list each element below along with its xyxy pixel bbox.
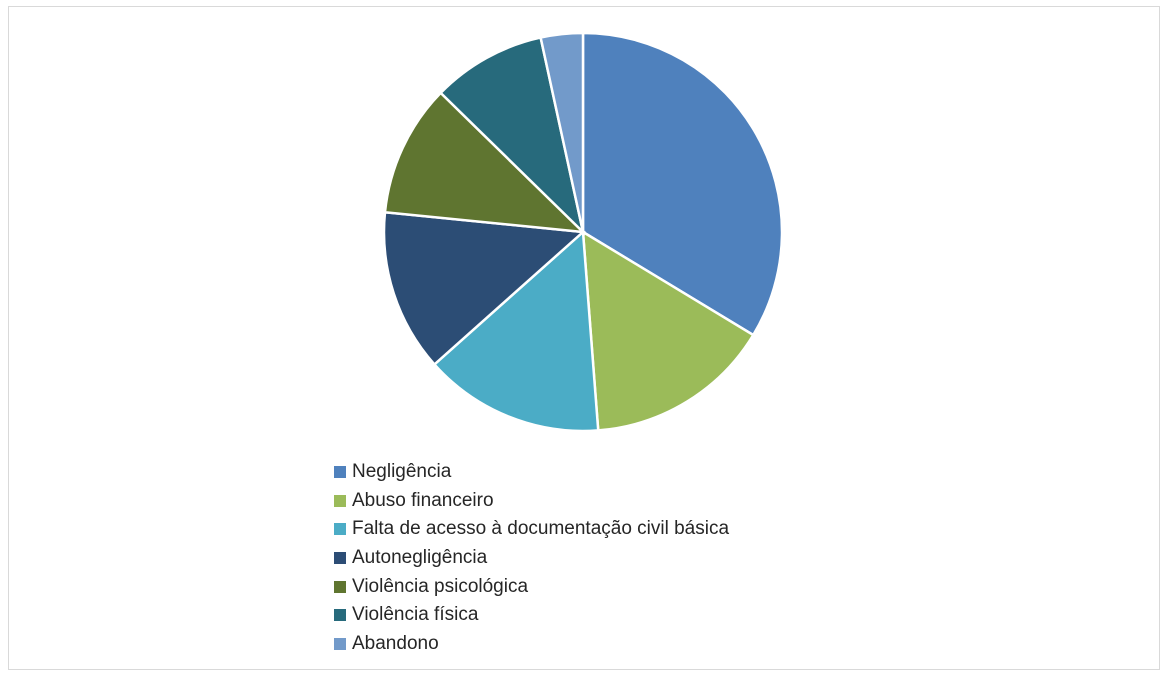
legend-item: Autonegligência — [334, 544, 729, 573]
legend-label: Abuso financeiro — [352, 489, 494, 511]
pie-slice-6 — [438, 36, 586, 236]
legend-swatch — [334, 609, 346, 622]
legend-label: Autonegligência — [352, 547, 488, 569]
legend-label: Violência psicológica — [352, 575, 529, 597]
pie-slice-7 — [539, 31, 585, 233]
pie-slice-5 — [383, 91, 587, 234]
pie-slice-1 — [581, 31, 784, 337]
legend-item: Abandono — [334, 630, 729, 659]
legend-label: Falta de acesso à documentação civil bás… — [352, 518, 730, 540]
legend-swatch — [334, 466, 346, 479]
legend-item: Violência psicológica — [334, 572, 729, 601]
legend-label: Violência física — [352, 604, 479, 626]
legend-item: Violência física — [334, 601, 729, 630]
legend-swatch — [334, 494, 346, 507]
chart-legend: Negligência Abuso financeiro Falta de aces… — [334, 458, 729, 658]
legend-item: Negligência — [334, 458, 729, 487]
legend-swatch — [334, 552, 346, 565]
pie-slice-4 — [382, 210, 586, 367]
legend-swatch — [334, 637, 346, 650]
legend-item: Falta de acesso à documentação civil bás… — [334, 515, 729, 544]
pie-slice-2 — [581, 229, 755, 432]
legend-swatch — [334, 580, 346, 593]
legend-swatch — [334, 523, 346, 536]
legend-label: Abandono — [352, 632, 439, 654]
legend-item: Abuso financeiro — [334, 487, 729, 516]
pie-slice-3 — [432, 229, 600, 433]
legend-label: Negligência — [352, 461, 452, 483]
